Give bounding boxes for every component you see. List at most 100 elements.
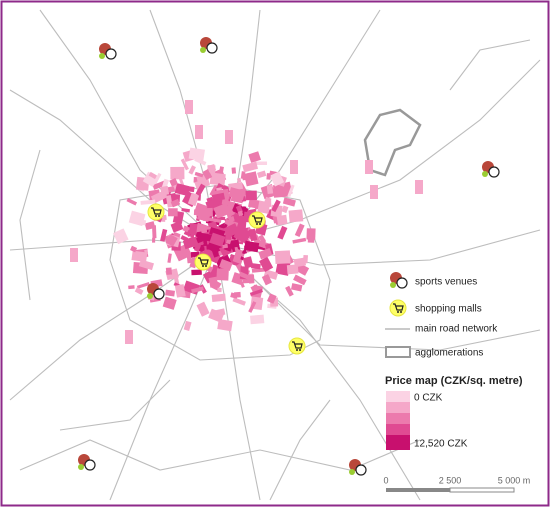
price-patch: [216, 268, 229, 281]
mall-icon: [202, 265, 204, 267]
scale-label: 5 000 m: [498, 475, 531, 485]
sport-icon: [390, 282, 396, 288]
price-patch: [293, 274, 307, 286]
price-patch: [211, 293, 226, 302]
price-patch: [234, 248, 243, 260]
price-patch: [268, 198, 272, 208]
price-patch: [211, 192, 226, 202]
price-patch: [165, 234, 178, 247]
legend-swatch: [386, 402, 410, 413]
price-patch: [170, 220, 184, 233]
price-patch: [168, 208, 178, 217]
price-patch: [230, 196, 244, 204]
price-patch: [152, 237, 156, 243]
price-patch: [248, 228, 258, 242]
price-patch: [230, 292, 238, 299]
price-patch: [281, 205, 289, 214]
mall-icon: [248, 211, 266, 229]
scale-bar: 0 2 500 5 000 m: [383, 475, 531, 493]
price-patch: [190, 251, 200, 257]
mall-icon: [256, 223, 258, 225]
price-patch: [167, 253, 172, 263]
price-patch: [365, 160, 373, 174]
price-patch: [250, 314, 265, 325]
price-patch: [306, 228, 316, 240]
sport-icon: [206, 42, 218, 54]
price-patch: [242, 161, 259, 173]
price-patch: [238, 271, 251, 280]
price-patch: [185, 100, 193, 114]
scale-segment: [386, 488, 450, 492]
price-patch: [202, 268, 220, 284]
price-patch: [232, 297, 246, 306]
price-patch: [180, 158, 189, 171]
sport-icon: [482, 171, 488, 177]
price-patch: [217, 319, 233, 332]
price-patch: [259, 256, 274, 273]
mall-icon: [151, 207, 162, 215]
price-patch: [126, 198, 138, 206]
price-patch: [215, 237, 220, 244]
price-patch: [249, 288, 263, 296]
mall-icon: [389, 299, 407, 317]
price-patch: [294, 223, 305, 238]
price-patch: [194, 157, 207, 166]
legend-swatch: [386, 435, 410, 450]
price-patch: [288, 209, 304, 223]
price-patch: [287, 184, 295, 197]
price-patch: [266, 173, 271, 180]
price-patch: [194, 202, 208, 214]
legend-swatch: [386, 413, 410, 424]
price-patch: [225, 130, 233, 144]
mall-icon: [147, 203, 165, 221]
price-patch: [209, 172, 226, 186]
price-patch: [217, 287, 222, 293]
price-patch: [207, 163, 217, 173]
price-patch: [233, 225, 252, 244]
price-patch: [174, 183, 190, 196]
mall-icon: [299, 349, 301, 351]
price-patch: [250, 263, 261, 270]
mall-icon: [393, 303, 404, 311]
price-patch: [196, 301, 210, 317]
price-patch: [187, 192, 200, 207]
scale-segment: [449, 487, 515, 493]
price-patch: [186, 251, 191, 264]
legend-label: shopping malls: [415, 304, 482, 315]
sport-icon: [200, 47, 206, 53]
price-patch: [248, 301, 257, 313]
sport-icon: [396, 277, 408, 289]
price-patch: [202, 248, 214, 258]
mall-icon: [259, 223, 261, 225]
price-patch: [195, 125, 203, 139]
price-map: [70, 100, 423, 344]
price-patch: [128, 285, 135, 290]
price-patch: [196, 233, 210, 244]
price-patch: [165, 267, 173, 275]
mall-icon: [155, 215, 157, 217]
price-patch: [191, 286, 204, 294]
price-patch: [236, 177, 242, 183]
price-patch: [257, 170, 267, 179]
price-patch: [261, 274, 273, 286]
price-patch: [165, 289, 175, 297]
price-patch: [165, 195, 173, 208]
price-patch: [128, 210, 146, 227]
price-patch: [188, 147, 205, 161]
price-patch: [237, 210, 244, 217]
legend-label: sports venues: [415, 277, 477, 288]
price-patch: [228, 187, 246, 201]
scale-label: 2 500: [439, 475, 462, 485]
price-patch: [131, 250, 148, 263]
price-patch: [248, 151, 261, 163]
sport-icon: [153, 288, 165, 300]
sport-icon: [349, 469, 355, 475]
price-patch: [251, 267, 265, 273]
price-patch: [239, 281, 245, 288]
price-patch: [144, 249, 149, 255]
price-patch: [290, 283, 303, 292]
mall-icon: [296, 349, 298, 351]
price-patch: [293, 257, 307, 268]
